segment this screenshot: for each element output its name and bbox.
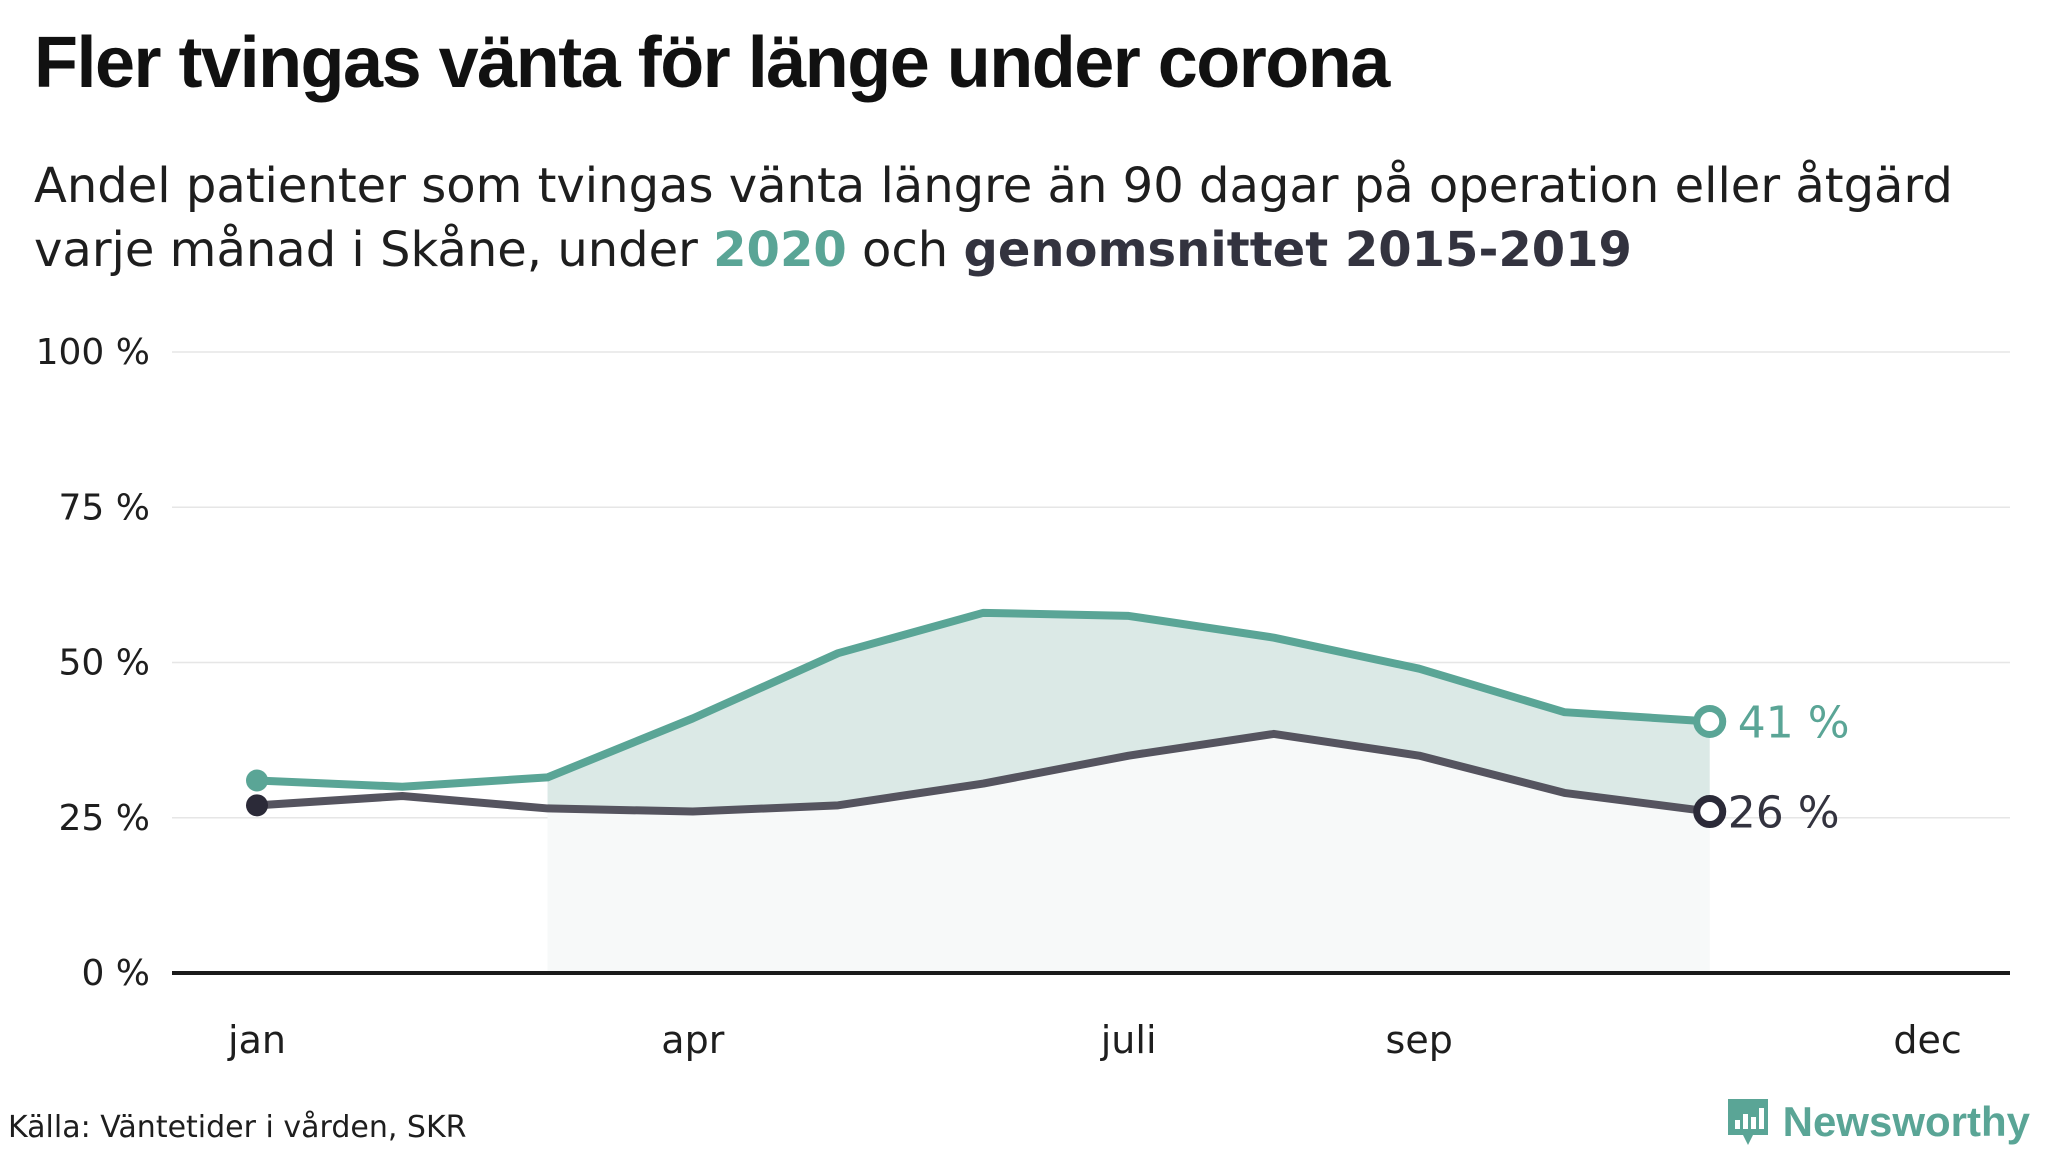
y-tick-label: 75 % bbox=[59, 487, 150, 528]
x-tick-label: dec bbox=[1893, 1018, 1961, 1062]
series-lines bbox=[253, 608, 1714, 816]
start-point-2020 bbox=[246, 769, 268, 792]
source-note: Källa: Väntetider i vården, SKR bbox=[8, 1110, 467, 1145]
subtitle-connector: och bbox=[862, 222, 949, 278]
series-line-2020 bbox=[253, 608, 1714, 791]
y-tick-label: 100 % bbox=[36, 332, 150, 373]
series-markers bbox=[246, 704, 1727, 829]
end-point-average bbox=[1693, 795, 1727, 829]
x-tick-label: jan bbox=[227, 1018, 286, 1062]
difference-area-fill bbox=[547, 612, 1710, 812]
y-tick-label: 25 % bbox=[59, 798, 150, 839]
legend-2020: 2020 bbox=[713, 222, 847, 278]
axes: 0 % 25 % 50 % 75 % 100 % jan apr juli sep dec bbox=[36, 332, 2010, 1062]
subtitle-line-1: Andel patienter som tvingas vänta längre… bbox=[34, 158, 1953, 214]
end-point-2020 bbox=[1693, 704, 1727, 738]
subtitle-line-2-prefix: varje månad i Skåne, under bbox=[34, 222, 698, 278]
brand-name: Newsworthy bbox=[1782, 1098, 2030, 1145]
end-label-2020: 41 % bbox=[1738, 697, 1850, 748]
x-tick-label: juli bbox=[1100, 1018, 1157, 1062]
start-point-average bbox=[246, 794, 268, 817]
end-label-average: 26 % bbox=[1728, 788, 1840, 839]
chart-subtitle: Andel patienter som tvingas vänta längre… bbox=[34, 154, 2034, 282]
page-title: Fler tvingas vänta för länge under coron… bbox=[34, 23, 1390, 103]
x-tick-label: apr bbox=[661, 1018, 724, 1062]
newsworthy-logo-icon bbox=[1727, 1099, 1768, 1145]
legend-average: genomsnittet 2015-2019 bbox=[963, 222, 1632, 278]
brand-logo: Newsworthy bbox=[1725, 1096, 2030, 1148]
series-line-average bbox=[253, 729, 1714, 816]
difference-area bbox=[547, 612, 1710, 973]
x-tick-label: sep bbox=[1386, 1018, 1453, 1062]
baseline-area-fill bbox=[547, 733, 1710, 973]
end-labels: 41 % 26 % bbox=[1728, 697, 1850, 838]
y-tick-label: 50 % bbox=[59, 643, 150, 684]
y-tick-label: 0 % bbox=[81, 953, 150, 994]
